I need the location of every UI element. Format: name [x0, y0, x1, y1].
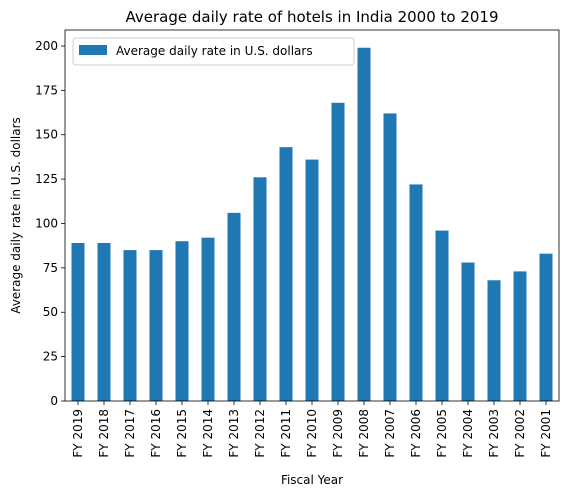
x-tick-label: FY 2010: [305, 409, 319, 458]
bar: [175, 241, 189, 401]
y-tick-label: 0: [50, 394, 58, 408]
x-tick-label: FY 2008: [357, 409, 371, 458]
x-tick-label: FY 2018: [97, 409, 111, 458]
y-axis-label: Average daily rate in U.S. dollars: [9, 117, 23, 314]
bar: [513, 271, 527, 401]
x-tick-label: FY 2014: [201, 409, 215, 458]
x-tick-label: FY 2012: [253, 409, 267, 458]
y-tick-label: 100: [35, 216, 58, 230]
y-tick-label: 50: [43, 305, 58, 319]
legend-box: [72, 37, 355, 66]
y-tick-label: 200: [35, 39, 58, 53]
bar: [149, 250, 163, 401]
y-tick-label: 75: [43, 261, 58, 275]
bars-group: [71, 47, 553, 402]
bar: [539, 253, 553, 401]
legend-label: Average daily rate in U.S. dollars: [116, 44, 313, 58]
x-tick-label: FY 2009: [331, 409, 345, 458]
x-tick-label: FY 2007: [383, 409, 397, 458]
bar: [201, 237, 215, 401]
legend: Average daily rate in U.S. dollars: [72, 37, 355, 66]
x-tick-label: FY 2005: [435, 409, 449, 458]
y-axis: 0 25 50 75 100 125 150 175 200: [35, 39, 65, 408]
y-tick-label: 25: [43, 350, 58, 364]
x-tick-label: FY 2016: [149, 409, 163, 458]
bar: [331, 102, 345, 401]
bar: [305, 159, 319, 401]
legend-swatch: [79, 45, 107, 55]
bar: [123, 250, 137, 401]
bar: [409, 184, 423, 401]
bar: [279, 147, 293, 401]
x-axis: FY 2019 FY 2018 FY 2017 FY 2016 FY 2015 FY 20…: [71, 401, 553, 458]
x-tick-label: FY 2011: [279, 409, 293, 458]
x-tick-label: FY 2003: [487, 409, 501, 458]
bar: [461, 262, 475, 401]
x-tick-label: FY 2017: [123, 409, 137, 458]
bar: [435, 230, 449, 401]
bar: [487, 280, 501, 401]
x-tick-label: FY 2019: [71, 409, 85, 458]
bar: [227, 212, 241, 401]
x-tick-label: FY 2013: [227, 409, 241, 458]
x-tick-label: FY 2004: [461, 409, 475, 458]
bar: [71, 243, 85, 401]
x-axis-label: Fiscal Year: [281, 473, 343, 487]
bar: [97, 243, 111, 401]
x-tick-label: FY 2015: [175, 409, 189, 458]
bar: [383, 113, 397, 402]
chart-title: Average daily rate of hotels in India 20…: [125, 8, 498, 26]
bar: [357, 47, 371, 402]
x-tick-label: FY 2002: [513, 409, 527, 458]
y-tick-label: 150: [35, 128, 58, 142]
y-tick-label: 175: [35, 83, 58, 97]
bar: [253, 177, 267, 401]
x-tick-label: FY 2001: [539, 409, 553, 458]
y-tick-label: 125: [35, 172, 58, 186]
x-tick-label: FY 2006: [409, 409, 423, 458]
plot-frame: [64, 29, 560, 402]
